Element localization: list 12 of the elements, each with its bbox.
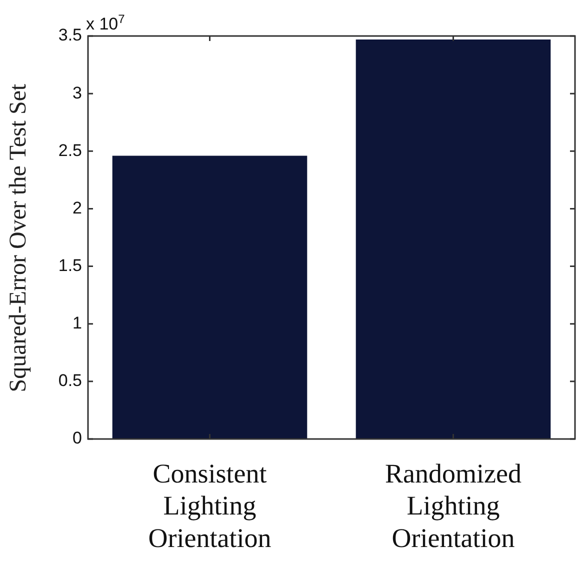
- y-tick-label: 0.5: [58, 371, 82, 390]
- x-tick-label: Consistent Lighting Orientation: [148, 458, 272, 554]
- y-tick-label: 3: [72, 83, 82, 102]
- y-tick-label: 2: [72, 198, 82, 218]
- y-tick-label: 2.5: [58, 140, 82, 160]
- y-tick-label: 1.5: [58, 256, 82, 275]
- y-tick-label: 1: [72, 314, 82, 333]
- y-tick-label: 3.5: [58, 26, 82, 45]
- y-tick-label: 0: [72, 428, 82, 448]
- x-tick-label: Randomized Lighting Orientation: [385, 458, 522, 554]
- text: x 10$^{7}$: [86, 12, 125, 35]
- y-axis-title: Squared-Error Over the Test Set: [6, 84, 32, 392]
